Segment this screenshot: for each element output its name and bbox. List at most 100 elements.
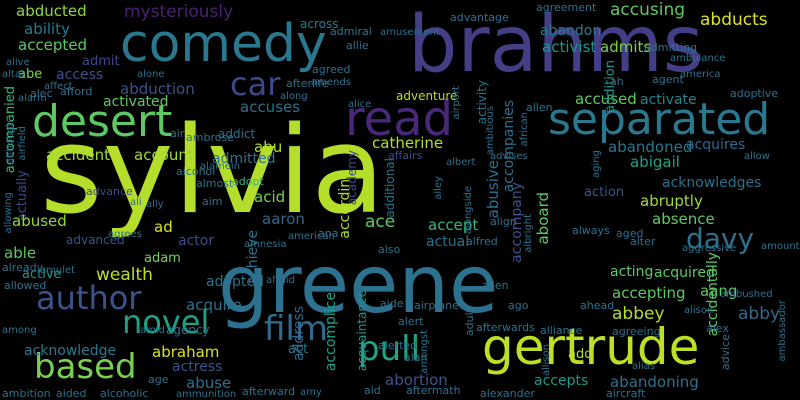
word-allowing: allowing [3,192,14,234]
word-abuse: abuse [186,374,232,392]
word-alias: alias [632,361,656,372]
word-activated: activated [103,94,169,110]
word-aftermath: aftermath [406,384,461,397]
word-african: african [519,112,530,147]
word-altar: altar [2,69,26,80]
word-abducted: abducted [16,2,87,20]
word-actor: actor [178,233,215,249]
word-alcohol: alcohol [176,165,216,178]
word-account: account [134,146,194,164]
word-ah: ah [610,75,624,88]
word-alexander: alexander [480,387,535,400]
word-ambrose: ambrose [186,131,234,144]
word-agreed: agreed [312,63,351,76]
word-align: align [490,215,517,228]
word-absence: absence [652,210,715,228]
word-alcoholic: alcoholic [100,387,149,400]
word-admit: admit [82,54,120,69]
word-abusive: abusive [484,160,502,219]
word-mysteriously: mysteriously [124,2,234,22]
word-acquired: acquired [654,265,715,281]
word-abe: abe [18,67,43,82]
word-allison: allison [541,344,552,377]
word-read: read [345,91,454,147]
word-although: although [5,120,16,165]
word-allow: allow [744,151,770,162]
word-alice: alice [348,99,372,110]
word-alex: alex [706,322,729,335]
word-aid: aid [364,384,381,397]
word-accepted: accepted [18,36,88,54]
word-allowed: allowed [4,279,47,292]
word-davy: davy [686,222,755,255]
word-pull: pull [358,329,421,369]
word-airfield: airfield [17,126,28,161]
word-alfred: alfred [466,235,498,248]
word-aang: aang [700,282,738,300]
word-author: author [36,279,142,317]
word-advanced: advanced [66,233,125,247]
word-ace: ace [365,212,396,232]
word-aboard: aboard [534,192,552,245]
word-comedy: comedy [120,14,327,74]
word-acquaintance: acquaintance [355,290,369,372]
word-accomplice: accomplice [323,292,339,372]
word-abandon: abandon [540,23,602,39]
word-alamein: alamein [200,161,241,172]
word-acknowledges: acknowledges [662,175,762,191]
word-gertrude: gertrude [482,318,700,376]
word-accompanies: accompanies [501,100,517,193]
word-abandoning: abandoning [610,373,699,391]
word-alter: alter [630,235,656,248]
word-adam: adam [144,251,181,266]
word-abduction: abduction [120,80,195,98]
word-accused: accused [575,90,637,108]
word-almost: almost [196,177,234,190]
word-acid: acid [254,188,286,206]
word-alison: alison [684,305,714,316]
word-admitting: admitting [644,41,698,54]
word-already: already [2,261,44,274]
word-agrees: agrees [108,229,142,240]
word-alec: alec [30,87,53,100]
word-action: action [584,185,625,200]
word-actual: actual [426,234,470,250]
word-brahms: brahms [408,0,704,90]
word-wealth: wealth [96,265,153,285]
word-sylvia: sylvia [40,102,385,241]
word-affect: affect [44,81,73,92]
word-actress: actress [172,359,223,375]
word-accident: accident [46,146,110,164]
word-aaron: aaron [262,210,305,228]
word-film: film [264,309,328,349]
word-based: based [34,347,137,387]
word-america: america [680,69,721,80]
word-always: always [572,224,610,237]
word-alerted: alerted [378,339,418,352]
word-able: able [4,244,37,262]
word-admitted: admitted [212,151,276,167]
word-acquire: acquire [186,296,242,314]
word-accusing: accusing [610,0,686,20]
word-aim: aim [202,195,223,208]
word-accepting: accepting [612,284,686,302]
word-academy: academy [345,150,359,206]
word-ahead: ahead [580,299,615,312]
word-airplane: airplane [414,299,459,312]
word-age: age [148,373,169,386]
word-ana: ana [318,227,339,240]
word-abducts: abducts [700,10,768,30]
word-aided: aided [56,387,87,400]
word-additional: additional [383,158,397,218]
word-ad: ad [154,218,173,236]
word-abandoned: abandoned [608,138,693,156]
word-admiral: admiral [330,25,372,38]
word-advance: advance [86,185,133,198]
word-allen: allen [526,101,553,114]
word-advantage: advantage [450,11,509,24]
word-affairs: affairs [388,149,423,162]
word-abused: abused [12,212,67,230]
word-albert: albert [446,157,476,168]
word-act: act [288,342,309,357]
